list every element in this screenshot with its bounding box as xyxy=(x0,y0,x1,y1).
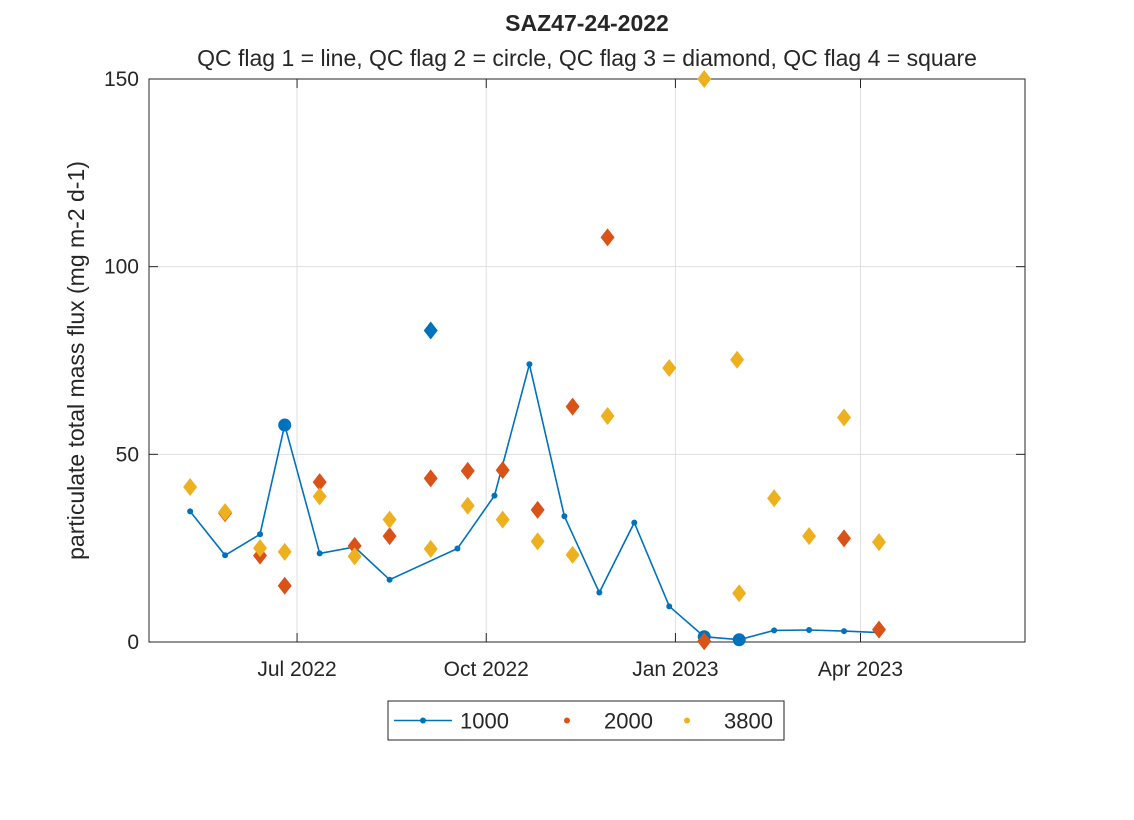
data-point-flag3 xyxy=(730,350,745,369)
data-point-flag3 xyxy=(347,536,362,555)
data-point-flag3 xyxy=(312,473,327,492)
x-tick-label: Jan 2023 xyxy=(632,658,718,681)
data-point-flag1 xyxy=(386,576,393,583)
data-point-flag1 xyxy=(771,627,778,634)
legend-label-1000: 1000 xyxy=(460,709,509,734)
data-point-flag3 xyxy=(382,527,397,546)
legend-marker-3800 xyxy=(684,717,690,724)
data-point-flag3 xyxy=(565,545,580,564)
y-tick-label: 150 xyxy=(104,68,139,91)
data-point-flag3 xyxy=(312,487,327,506)
plot-area-frame xyxy=(148,78,1026,643)
data-point-flag1 xyxy=(454,545,461,552)
x-tick-label: Apr 2023 xyxy=(818,658,903,681)
data-point-flag3 xyxy=(600,407,615,426)
data-point-flag1 xyxy=(841,628,848,635)
data-point-flag3 xyxy=(530,532,545,551)
data-point-flag3 xyxy=(253,539,268,558)
chart-title: SAZ47-24-2022 xyxy=(505,10,669,36)
y-axis-label: particulate total mass flux (mg m-2 d-1) xyxy=(63,161,89,560)
data-point-flag1 xyxy=(631,519,638,526)
data-point-flag1 xyxy=(316,550,323,557)
x-tick-label: Jul 2022 xyxy=(257,658,336,681)
data-point-flag1 xyxy=(561,513,568,520)
data-point-flag3 xyxy=(277,576,292,595)
series-2000 xyxy=(218,228,886,651)
series-3800 xyxy=(183,70,886,603)
legend-box xyxy=(387,700,785,741)
data-point-flag3 xyxy=(423,321,438,340)
data-point-flag1 xyxy=(187,508,194,515)
data-point-flag3 xyxy=(697,70,712,88)
data-point-flag3 xyxy=(460,496,475,515)
data-point-flag3 xyxy=(837,529,852,548)
legend-label-3800: 3800 xyxy=(724,709,773,734)
data-point-flag3 xyxy=(423,469,438,488)
data-point-flag3 xyxy=(697,632,712,651)
legend-label-2000: 2000 xyxy=(604,709,653,734)
data-point-flag1 xyxy=(806,626,813,633)
data-point-flag3 xyxy=(218,503,233,522)
data-point-flag3 xyxy=(183,477,198,496)
data-point-flag3 xyxy=(837,408,852,427)
data-point-flag3 xyxy=(382,510,397,529)
data-point-flag1 xyxy=(491,492,498,499)
grid-lines xyxy=(149,78,1025,643)
data-point-flag3 xyxy=(872,620,886,639)
legend-marker-2000 xyxy=(564,717,570,724)
data-point-flag3 xyxy=(662,359,677,378)
data-point-flag3 xyxy=(600,228,615,247)
data-point-flag3 xyxy=(872,533,886,552)
data-point-flag3 xyxy=(347,547,362,566)
y-tick-label: 50 xyxy=(116,443,139,466)
series-line-1000 xyxy=(189,364,880,641)
x-tick-label: Oct 2022 xyxy=(444,658,529,681)
data-point-flag2 xyxy=(278,418,292,432)
data-point-flag3 xyxy=(423,539,438,558)
data-point-flag3 xyxy=(277,542,292,561)
data-point-flag3 xyxy=(732,584,747,603)
y-tick-label: 100 xyxy=(104,256,139,279)
data-point-flag3 xyxy=(565,397,580,416)
data-point-flag3 xyxy=(495,510,510,529)
data-point-flag1 xyxy=(666,603,673,610)
data-series xyxy=(183,70,886,651)
chart-subtitle: QC flag 1 = line, QC flag 2 = circle, QC… xyxy=(197,45,977,71)
data-point-flag3 xyxy=(767,489,782,508)
data-point-flag1 xyxy=(257,531,264,538)
data-point-flag2 xyxy=(732,633,746,647)
legend-marker-1000 xyxy=(420,717,426,724)
series-1000 xyxy=(187,321,882,647)
data-point-flag1 xyxy=(596,589,603,596)
data-point-flag3 xyxy=(495,461,510,480)
data-point-flag1 xyxy=(222,552,229,559)
data-point-flag3 xyxy=(460,461,475,480)
legend: 1000 2000 3800 xyxy=(387,700,785,741)
y-tick-label: 0 xyxy=(127,631,139,654)
data-point-flag1 xyxy=(526,361,533,368)
data-point-flag3 xyxy=(802,527,817,546)
data-point-flag3 xyxy=(530,500,545,519)
axis-ticks: 0 50 100 150 Jul 2022 Oct 2022 Jan 2023 Apr 202… xyxy=(104,68,1025,681)
